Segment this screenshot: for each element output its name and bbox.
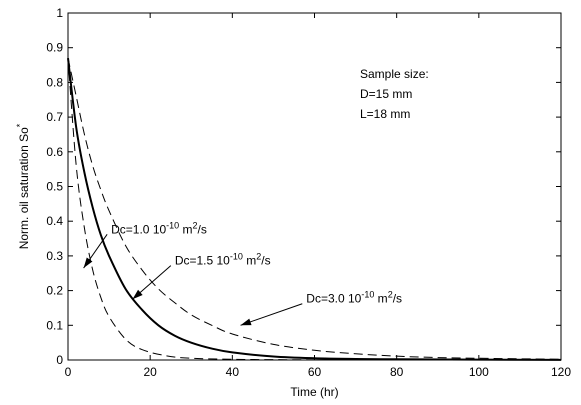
y-tick-label: 0.4 (46, 214, 63, 228)
y-tick-label: 0 (56, 353, 63, 367)
annotation-prefix: Dc=3.0 10 (306, 292, 361, 306)
series-line-3 (67, 58, 562, 360)
y-tick-label: 0.6 (46, 145, 63, 159)
sample-size-heading: Sample size: (360, 67, 429, 81)
annotation-arrow-3 (240, 303, 303, 326)
annotation-unit-suffix: /s (261, 254, 270, 268)
x-tick-label: 100 (469, 365, 489, 379)
x-axis: 0 20 40 60 80 100 120 (65, 13, 571, 379)
annotations-group: Dc=1.0 10-10 m2/sDc=1.5 10-10 m2/sDc=3.0… (83, 220, 402, 326)
annotation-unit-suffix: /s (198, 222, 207, 236)
annotation-unit-suffix: /s (393, 292, 402, 306)
y-tick-label: 1 (56, 6, 63, 20)
y-tick-label: 0.7 (46, 110, 63, 124)
x-tick-label: 60 (308, 365, 322, 379)
x-tick-label: 40 (226, 365, 240, 379)
x-axis-label: Time (hr) (290, 385, 338, 399)
annotation-unit-exponent: 2 (256, 252, 261, 262)
annotation-arrowhead-2 (132, 289, 143, 300)
annotation-label-1: Dc=1.0 10-10 m2/s (111, 220, 207, 236)
y-axis-label-superscript: * (15, 123, 25, 127)
x-tick-label: 20 (143, 365, 157, 379)
x-tick-label: 120 (551, 365, 571, 379)
y-tick-label: 0.1 (46, 318, 63, 332)
y-tick-label: 0.3 (46, 249, 63, 263)
y-tick-label: 0.5 (46, 180, 63, 194)
annotation-label-3: Dc=3.0 10-10 m2/s (306, 290, 402, 306)
y-axis: 0 0.1 0.2 0.3 0.4 0.5 0.6 0.7 0.8 0.9 1 (46, 6, 561, 367)
sample-size-diameter: D=15 mm (360, 87, 412, 101)
annotation-unit: m (374, 292, 387, 306)
y-axis-label: Norm. oil saturation So* (15, 123, 31, 249)
annotation-arrowhead-1 (83, 257, 93, 269)
x-tick-label: 0 (65, 365, 72, 379)
annotation-exponent: -10 (361, 290, 374, 300)
x-tick-label: 80 (390, 365, 404, 379)
annotation-unit: m (243, 254, 256, 268)
sample-size-length: L=18 mm (360, 107, 410, 121)
y-tick-label: 0.8 (46, 75, 63, 89)
annotation-unit-exponent: 2 (193, 220, 198, 230)
annotation-exponent: -10 (166, 220, 179, 230)
annotation-prefix: Dc=1.0 10 (111, 222, 166, 236)
annotation-unit: m (179, 222, 192, 236)
series-group (67, 57, 562, 361)
plot-area (67, 12, 562, 361)
annotation-unit-exponent: 2 (388, 290, 393, 300)
annotation-label-2: Dc=1.5 10-10 m2/s (175, 252, 271, 268)
series-line-2 (67, 57, 562, 361)
y-tick-label: 0.9 (46, 41, 63, 55)
y-tick-label: 0.2 (46, 284, 63, 298)
y-axis-label-main: Norm. oil saturation So (17, 127, 31, 249)
annotation-exponent: -10 (230, 252, 243, 262)
annotation-arrowhead-3 (240, 318, 252, 326)
annotation-prefix: Dc=1.5 10 (175, 254, 230, 268)
